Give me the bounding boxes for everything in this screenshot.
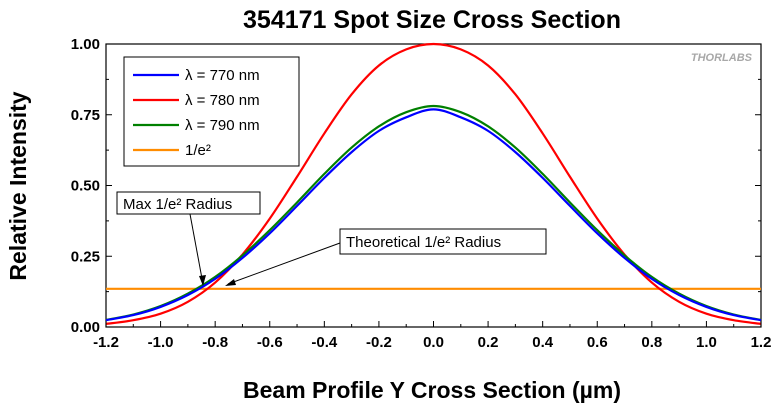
x-tick-label: 1.0 xyxy=(696,334,717,351)
legend-items: λ = 770 nm λ = 780 nm λ = 790 nm 1/e² xyxy=(133,67,260,159)
annotation-theoretical-radius-box xyxy=(339,228,547,255)
x-tick-label: 0.6 xyxy=(587,334,608,351)
y-tick-label: 0.50 xyxy=(71,178,100,195)
x-tick-label: -1.0 xyxy=(148,334,174,351)
x-tick-label: -0.8 xyxy=(202,334,228,351)
annotation-max-radius-box xyxy=(116,191,261,215)
x-axis: -1.2 -1.0 -0.8 -0.6 -0.4 -0.2 0.0 0.2 0.4 0.6 0.8 1… xyxy=(93,321,771,351)
series-layer xyxy=(105,42,762,325)
series-line-780-nm xyxy=(105,42,762,325)
y-tick-label: 1.00 xyxy=(71,36,100,53)
x-tick-label: -0.2 xyxy=(366,334,392,351)
x-tick-label: -0.6 xyxy=(257,334,283,351)
x-tick-label: -1.2 xyxy=(93,334,119,351)
annotation-max-radius-label: Max 1/e² Radius xyxy=(123,196,232,213)
y-tick-label: 0.00 xyxy=(71,319,100,336)
x-tick-label: 0.4 xyxy=(532,334,554,351)
y-tick-label: 0.25 xyxy=(71,248,100,265)
annotation-max-radius-arrowhead xyxy=(199,275,206,286)
x-tick-label: 0.0 xyxy=(423,334,444,351)
legend: λ = 770 nm λ = 780 nm λ = 790 nm 1/e² xyxy=(123,56,300,167)
legend-label-790-nm: λ = 790 nm xyxy=(185,117,260,134)
y-axis: 0.00 0.25 0.50 0.75 1.00 xyxy=(71,36,761,336)
series-line-790-nm xyxy=(105,104,762,322)
y-tick-label: 0.75 xyxy=(71,107,100,124)
annotation-theoretical-radius-arrowhead xyxy=(225,279,236,286)
legend-label-780-nm: λ = 780 nm xyxy=(185,92,260,109)
annotation-theoretical-radius-label: Theoretical 1/e² Radius xyxy=(346,234,501,251)
y-axis-title: Relative Intensity xyxy=(5,91,31,280)
legend-label-770-nm: λ = 770 nm xyxy=(185,67,260,84)
series-line-770-nm xyxy=(105,108,762,322)
x-tick-label: 0.2 xyxy=(478,334,499,351)
chart-title: 354171 Spot Size Cross Section xyxy=(243,6,621,34)
x-tick-label: -0.4 xyxy=(311,334,338,351)
x-axis-title: Beam Profile Y Cross Section (µm) xyxy=(243,377,621,403)
annotation-max-radius: Max 1/e² Radius xyxy=(116,191,261,286)
annotation-max-radius-arrow xyxy=(189,213,204,285)
x-tick-label: 1.2 xyxy=(751,334,772,351)
annotation-theoretical-radius: Theoretical 1/e² Radius xyxy=(225,228,547,286)
annotation-theoretical-radius-arrow xyxy=(227,242,341,285)
thorlabs-watermark: THORLABS xyxy=(691,52,753,64)
x-tick-label: 0.8 xyxy=(641,334,662,351)
legend-label-1-e: 1/e² xyxy=(185,142,211,159)
